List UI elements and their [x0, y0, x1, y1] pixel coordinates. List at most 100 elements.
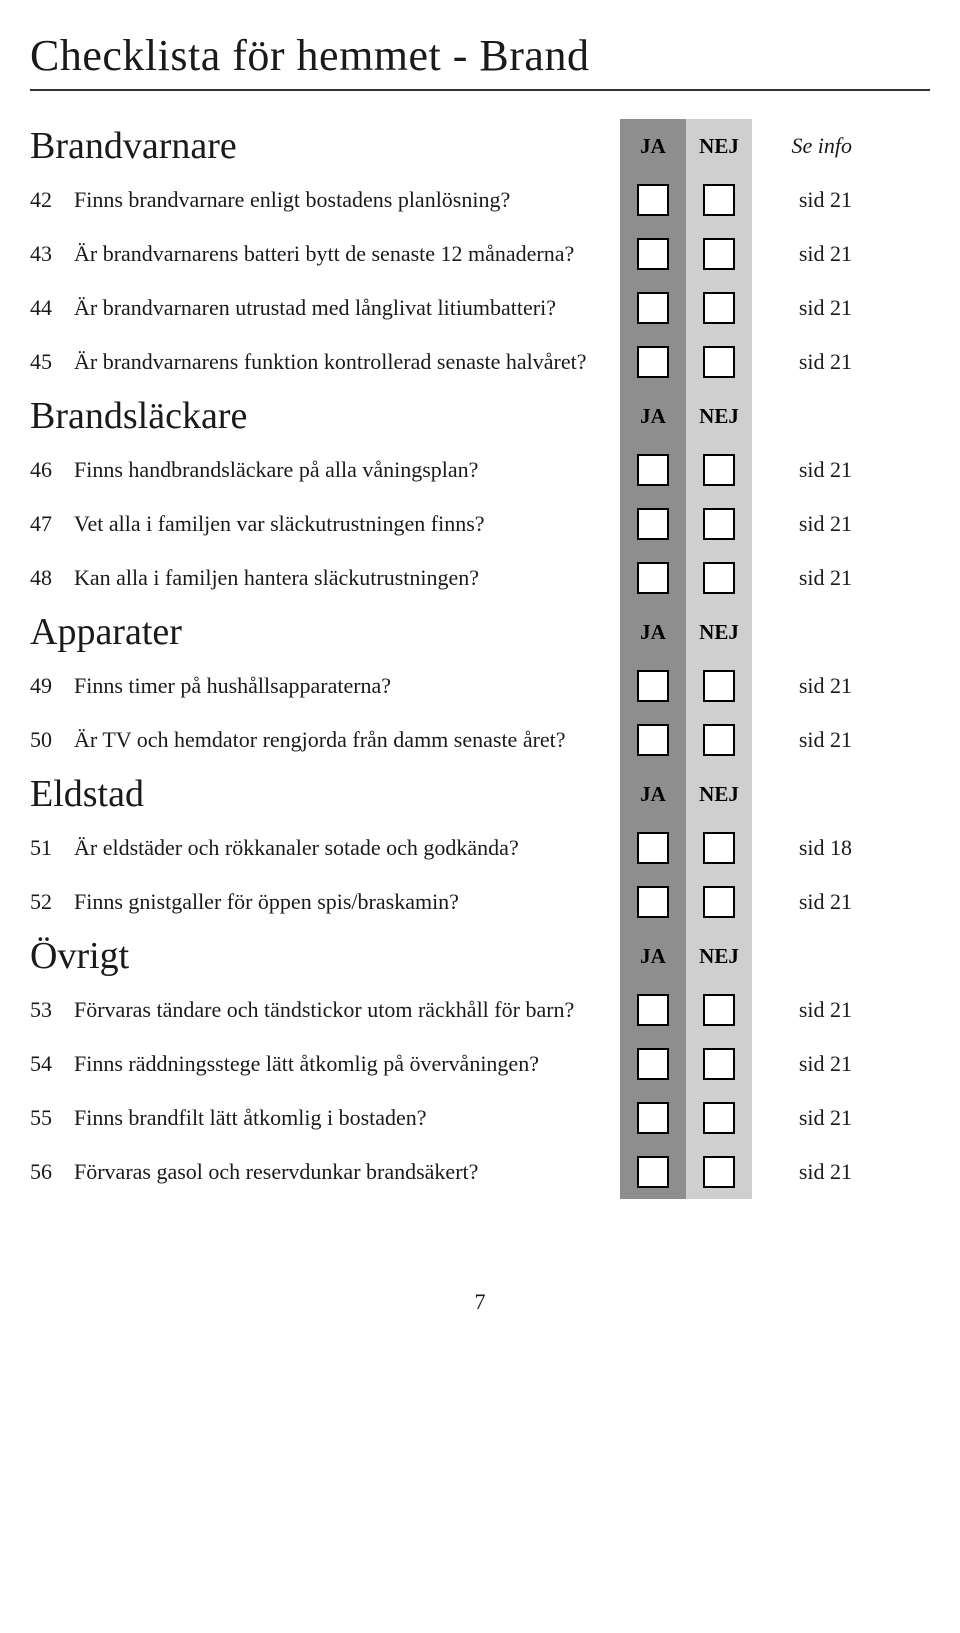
question-number: 52: [30, 889, 64, 915]
question-number: 45: [30, 349, 64, 375]
question-row: 45 Är brandvarnarens funktion kontrollera…: [30, 335, 930, 389]
nej-checkbox[interactable]: [703, 508, 735, 540]
question-number: 54: [30, 1051, 64, 1077]
column-header-nej: NEJ: [686, 389, 752, 443]
question-row: 55Finns brandfilt lätt åtkomlig i bostad…: [30, 1091, 930, 1145]
nej-cell: [686, 227, 752, 281]
question-row: 42Finns brandvarnare enligt bostadens pl…: [30, 173, 930, 227]
nej-checkbox[interactable]: [703, 670, 735, 702]
reference-cell: sid 21: [752, 295, 852, 321]
column-header-nej-label: NEJ: [686, 404, 752, 429]
reference-cell: sid 21: [752, 1159, 852, 1185]
question-text: Vet alla i familjen var släckutrustninge…: [74, 511, 610, 537]
nej-checkbox[interactable]: [703, 238, 735, 270]
ja-cell: [620, 173, 686, 227]
column-header-nej-label: NEJ: [686, 782, 752, 807]
column-header-ja: JA: [620, 389, 686, 443]
question-row: 48Kan alla i familjen hantera släckutrus…: [30, 551, 930, 605]
question-number: 46: [30, 457, 64, 483]
column-header-ja: JA: [620, 605, 686, 659]
nej-checkbox[interactable]: [703, 346, 735, 378]
ja-checkbox[interactable]: [637, 346, 669, 378]
column-header-ja-label: JA: [620, 134, 686, 159]
reference-cell: sid 21: [752, 565, 852, 591]
question-text: Finns brandfilt lätt åtkomlig i bostaden…: [74, 1105, 610, 1131]
question-text: Är brandvarnarens funktion kontrollerad …: [74, 349, 610, 375]
question-text: Är TV och hemdator rengjorda från damm s…: [74, 727, 610, 753]
nej-cell: [686, 659, 752, 713]
section-heading: Brandsläckare: [30, 394, 620, 438]
ja-checkbox[interactable]: [637, 1156, 669, 1188]
nej-checkbox[interactable]: [703, 724, 735, 756]
ja-checkbox[interactable]: [637, 562, 669, 594]
section-heading: Apparater: [30, 610, 620, 654]
nej-checkbox[interactable]: [703, 994, 735, 1026]
question-cell: 51Är eldstäder och rökkanaler sotade och…: [30, 835, 620, 861]
question-row: 44Är brandvarnaren utrustad med långliva…: [30, 281, 930, 335]
ja-cell: [620, 713, 686, 767]
section-heading: Brandvarnare: [30, 124, 620, 168]
nej-checkbox[interactable]: [703, 454, 735, 486]
nej-checkbox[interactable]: [703, 832, 735, 864]
reference-cell: sid 18: [752, 835, 852, 861]
ja-checkbox[interactable]: [637, 508, 669, 540]
ja-checkbox[interactable]: [637, 238, 669, 270]
column-header-ja-label: JA: [620, 404, 686, 429]
nej-checkbox[interactable]: [703, 292, 735, 324]
nej-cell: [686, 281, 752, 335]
question-text: Förvaras tändare och tändstickor utom rä…: [74, 997, 610, 1023]
question-number: 42: [30, 187, 64, 213]
ja-checkbox[interactable]: [637, 1048, 669, 1080]
nej-checkbox[interactable]: [703, 886, 735, 918]
nej-checkbox[interactable]: [703, 1102, 735, 1134]
ja-cell: [620, 875, 686, 929]
ja-checkbox[interactable]: [637, 292, 669, 324]
nej-checkbox[interactable]: [703, 184, 735, 216]
ja-cell: [620, 443, 686, 497]
ja-checkbox[interactable]: [637, 1102, 669, 1134]
reference-cell: sid 21: [752, 349, 852, 375]
ja-checkbox[interactable]: [637, 832, 669, 864]
reference-cell: sid 21: [752, 889, 852, 915]
question-row: 43Är brandvarnarens batteri bytt de sena…: [30, 227, 930, 281]
ja-cell: [620, 1091, 686, 1145]
question-number: 56: [30, 1159, 64, 1185]
section-heading: Övrigt: [30, 934, 620, 978]
ja-checkbox[interactable]: [637, 184, 669, 216]
nej-checkbox[interactable]: [703, 1048, 735, 1080]
ja-checkbox[interactable]: [637, 994, 669, 1026]
reference-cell: sid 21: [752, 187, 852, 213]
question-row: 53Förvaras tändare och tändstickor utom …: [30, 983, 930, 1037]
reference-cell: sid 21: [752, 997, 852, 1023]
ja-cell: [620, 983, 686, 1037]
nej-cell: [686, 875, 752, 929]
reference-cell: sid 21: [752, 511, 852, 537]
reference-cell: sid 21: [752, 673, 852, 699]
ja-cell: [620, 551, 686, 605]
nej-cell: [686, 443, 752, 497]
question-row: 51Är eldstäder och rökkanaler sotade och…: [30, 821, 930, 875]
question-cell: 42Finns brandvarnare enligt bostadens pl…: [30, 187, 620, 213]
column-header-nej: NEJ: [686, 119, 752, 173]
reference-cell: sid 21: [752, 727, 852, 753]
nej-checkbox[interactable]: [703, 1156, 735, 1188]
ja-cell: [620, 659, 686, 713]
question-text: Är brandvarnaren utrustad med långlivat …: [74, 295, 610, 321]
question-text: Finns gnistgaller för öppen spis/braskam…: [74, 889, 610, 915]
nej-checkbox[interactable]: [703, 562, 735, 594]
question-number: 48: [30, 565, 64, 591]
ja-checkbox[interactable]: [637, 454, 669, 486]
question-number: 50: [30, 727, 64, 753]
column-header-info: Se info: [752, 133, 852, 159]
question-cell: 43Är brandvarnarens batteri bytt de sena…: [30, 241, 620, 267]
column-header-ja: JA: [620, 119, 686, 173]
ja-cell: [620, 335, 686, 389]
ja-checkbox[interactable]: [637, 886, 669, 918]
ja-checkbox[interactable]: [637, 670, 669, 702]
question-text: Finns räddningsstege lätt åtkomlig på öv…: [74, 1051, 610, 1077]
question-number: 43: [30, 241, 64, 267]
section-header-row: ApparaterJANEJ: [30, 605, 930, 659]
column-header-nej-label: NEJ: [686, 134, 752, 159]
ja-cell: [620, 281, 686, 335]
ja-checkbox[interactable]: [637, 724, 669, 756]
